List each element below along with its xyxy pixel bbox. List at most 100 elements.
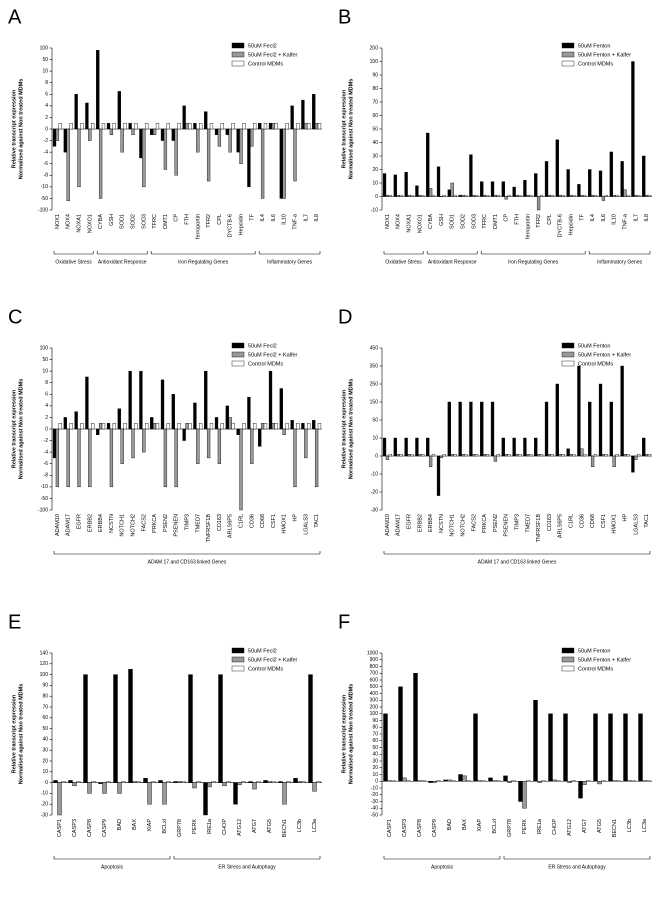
category-label: HMOX1: [612, 514, 618, 534]
category-label: NOXA1: [406, 214, 412, 233]
bar: [480, 182, 483, 197]
category-label: ATG5: [597, 819, 603, 833]
bar: [486, 454, 489, 456]
bar: [443, 195, 446, 196]
bar: [218, 429, 221, 464]
bar: [388, 781, 392, 782]
bar: [602, 454, 605, 456]
bar: [505, 454, 508, 456]
category-label: ATG7: [252, 819, 258, 833]
y-tick-label: -4: [44, 149, 49, 155]
bar: [502, 182, 505, 197]
y-tick-label: 300: [370, 698, 379, 704]
category-label: NOTCH2: [130, 514, 136, 537]
bar: [167, 123, 170, 129]
bar: [204, 371, 207, 429]
y-tick-label: 50: [42, 357, 48, 363]
y-axis-label: Normalised against Non treated MDMs: [348, 79, 354, 180]
bar: [78, 129, 81, 187]
bar: [472, 454, 475, 456]
bar: [389, 454, 392, 456]
y-tick-label: 50: [372, 126, 378, 132]
bar: [210, 123, 213, 129]
bar: [237, 129, 240, 152]
bar: [523, 180, 526, 196]
bar: [429, 781, 433, 782]
bar: [464, 454, 467, 456]
bar: [626, 454, 629, 456]
bar: [410, 454, 413, 456]
bar: [394, 438, 397, 456]
bar: [444, 780, 448, 781]
bar: [199, 423, 202, 429]
panel-label: C: [8, 306, 22, 328]
category-label: SOD1: [120, 214, 126, 229]
bar: [523, 781, 527, 808]
bar: [577, 184, 580, 196]
legend-swatch: [232, 666, 244, 671]
y-tick-label: 60: [372, 738, 378, 744]
bar: [280, 129, 283, 198]
category-label: CPL: [547, 214, 553, 225]
bar: [221, 423, 224, 429]
bar: [124, 423, 127, 429]
bar: [229, 129, 232, 152]
bar: [410, 195, 413, 196]
bar: [448, 190, 451, 197]
y-tick-label: 150: [370, 399, 379, 405]
bar: [588, 170, 591, 197]
y-tick-label: -30: [371, 799, 378, 805]
bar: [275, 123, 278, 129]
y-tick-label: 120: [40, 661, 49, 667]
bar: [418, 454, 421, 456]
bar: [491, 402, 494, 456]
group-label: ADAM 17 and CD163 linked Genes: [148, 559, 227, 565]
y-axis-label: Normalised against Non treated MDMs: [18, 79, 24, 180]
bar: [497, 195, 500, 196]
bar: [613, 781, 617, 782]
bar: [494, 456, 497, 461]
legend-swatch: [232, 61, 244, 66]
category-label: CHOP: [552, 819, 558, 835]
bar: [249, 782, 253, 783]
category-label: FACS2: [471, 514, 477, 531]
category-label: CD163: [547, 514, 553, 531]
bar: [107, 423, 110, 429]
bar: [139, 371, 142, 429]
category-label: NOX1: [55, 214, 61, 229]
bar: [474, 714, 478, 782]
category-label: CASP8: [417, 819, 423, 837]
bar: [405, 438, 408, 456]
legend-label: Control MDMs: [578, 361, 613, 367]
group-label: Inflammatory Genes: [267, 259, 313, 265]
bar: [437, 456, 440, 496]
bar: [283, 129, 286, 198]
bar: [504, 776, 508, 781]
category-label: ERBB4: [98, 514, 104, 532]
bar: [242, 782, 246, 783]
y-tick-label: 10: [372, 180, 378, 186]
bar: [142, 129, 145, 187]
bar: [475, 195, 478, 196]
bar: [610, 402, 613, 456]
category-label: DMT1: [493, 214, 499, 229]
bar: [188, 123, 191, 129]
bar: [317, 782, 321, 783]
bar: [557, 781, 561, 782]
bar: [526, 454, 529, 456]
bar: [452, 781, 456, 782]
category-label: CD36: [249, 514, 255, 528]
bar: [219, 675, 223, 783]
bar: [164, 429, 167, 487]
bar: [467, 781, 471, 782]
y-tick-label: 450: [370, 345, 379, 351]
bar: [59, 123, 62, 129]
category-label: PSENEN: [174, 514, 180, 537]
bar: [304, 123, 307, 129]
bar: [505, 197, 508, 200]
bar: [418, 781, 422, 782]
legend-swatch: [232, 648, 244, 653]
bar: [232, 423, 235, 429]
bar: [250, 129, 253, 146]
